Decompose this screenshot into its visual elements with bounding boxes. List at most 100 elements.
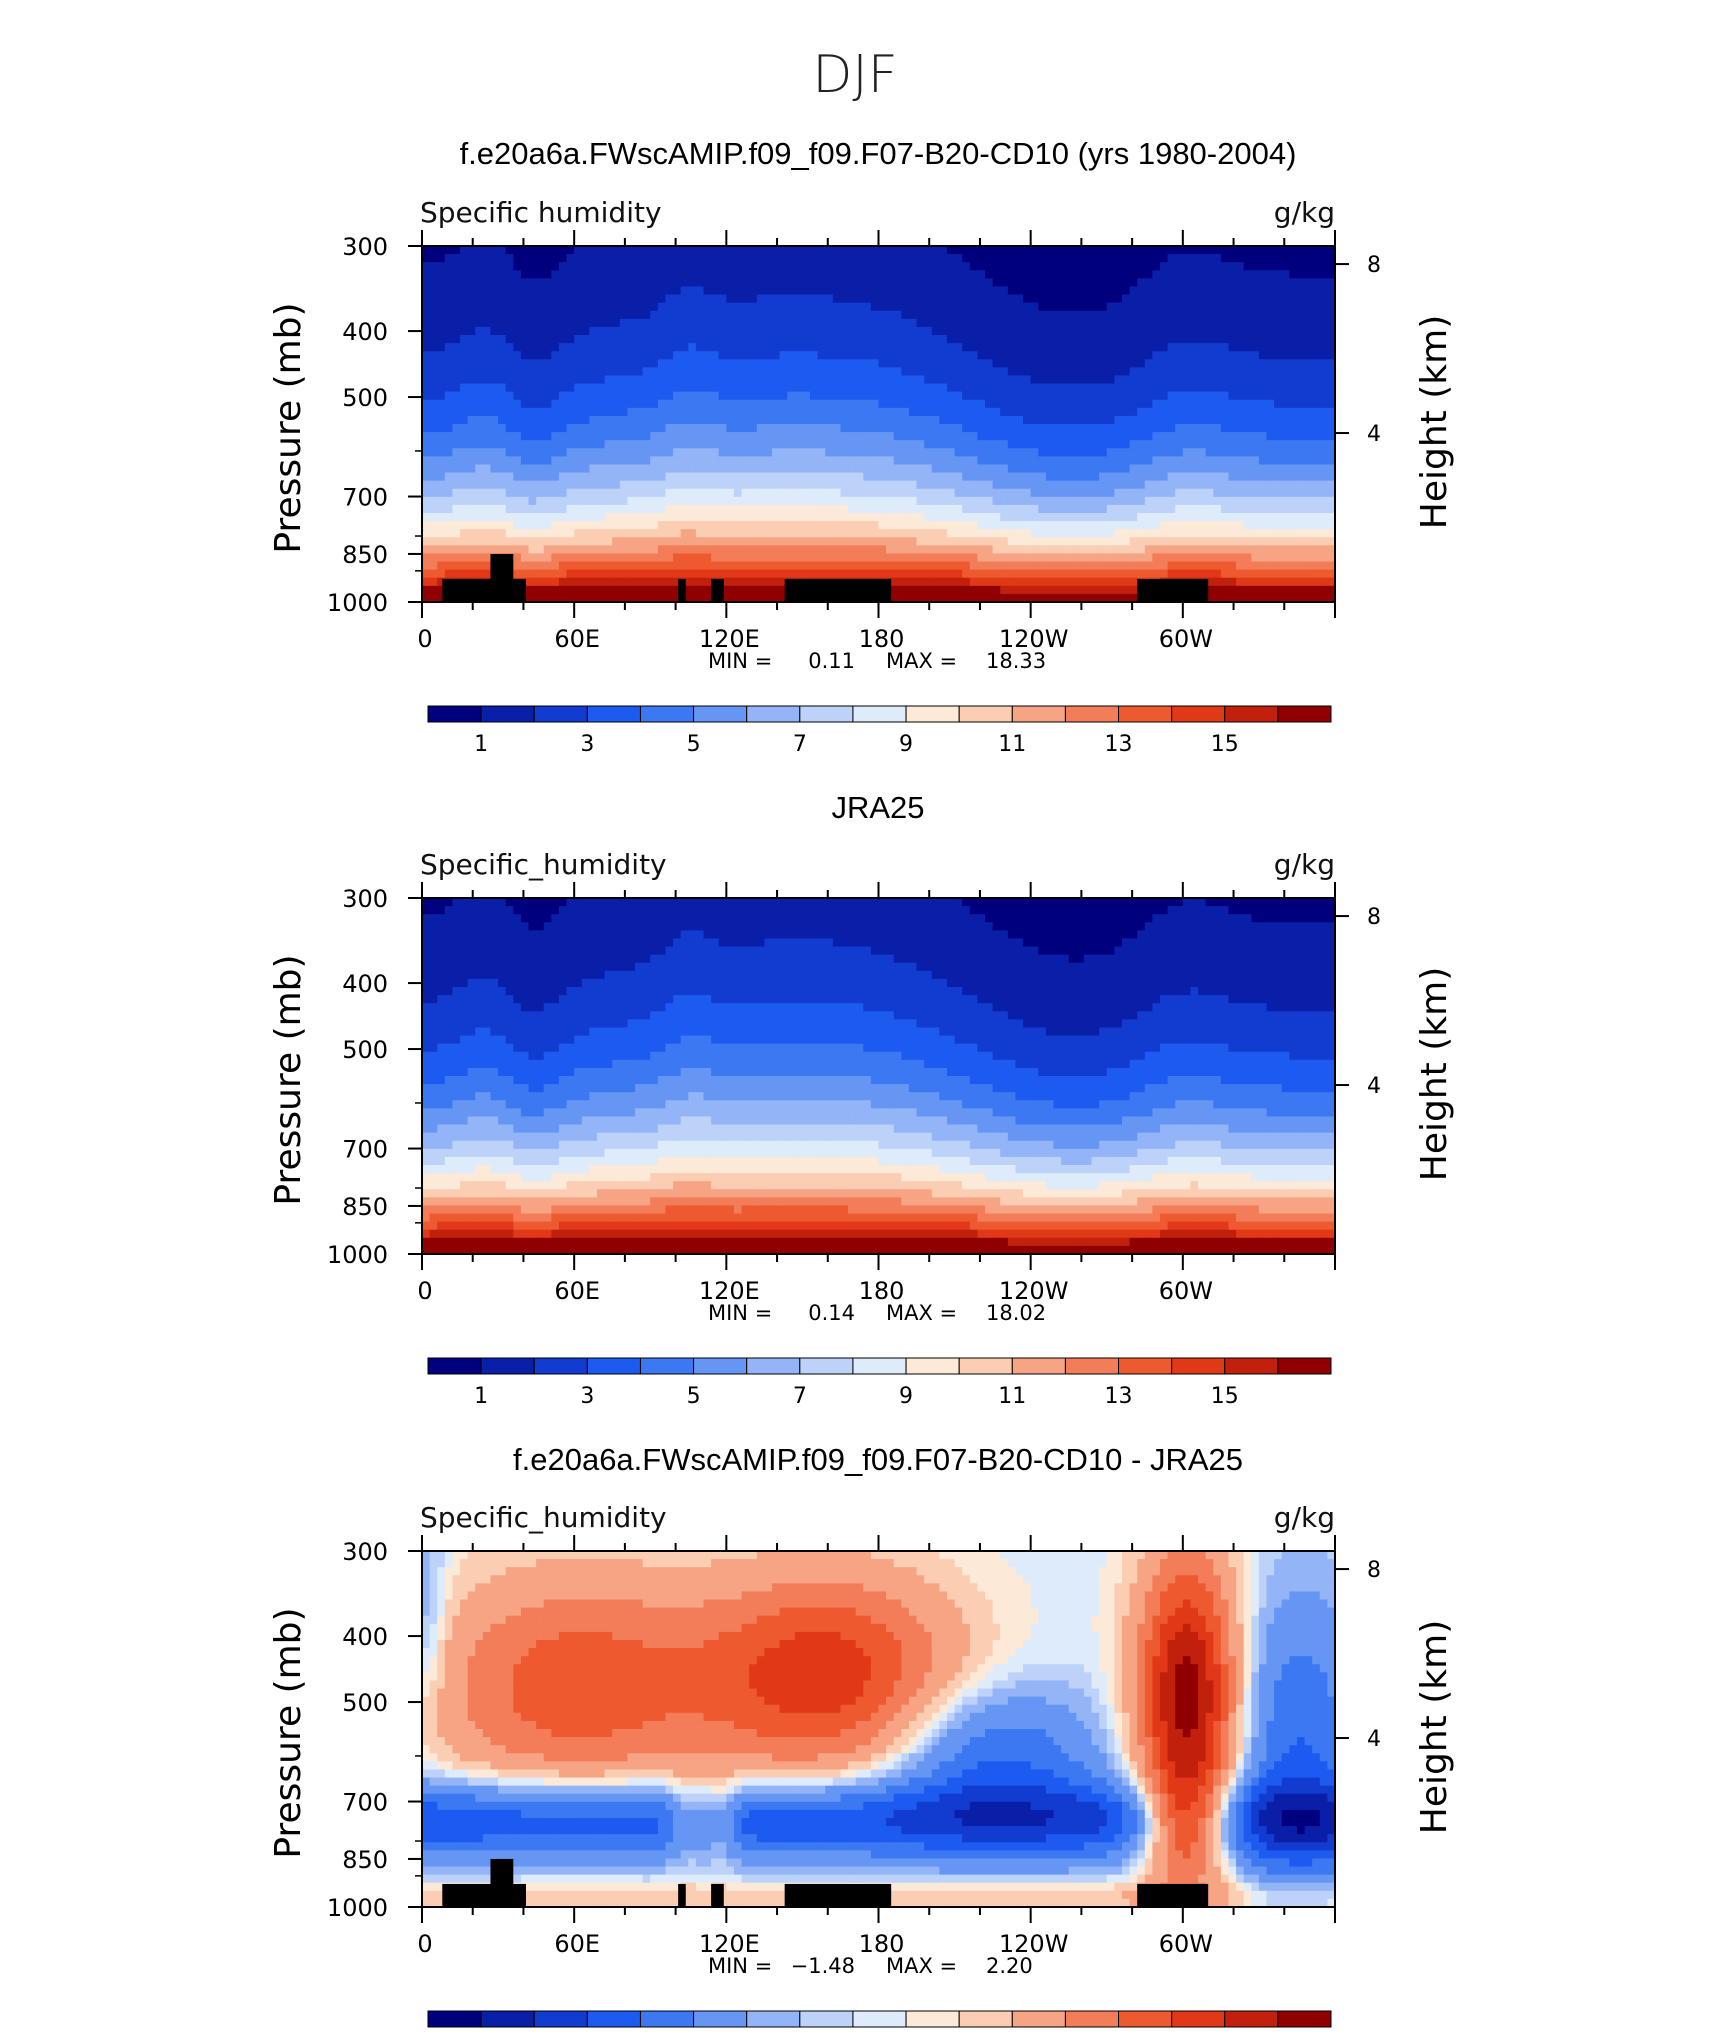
heatmap-cell: [566, 569, 575, 579]
heatmap-cell: [612, 343, 621, 352]
heatmap-cell: [946, 278, 956, 288]
heatmap-cell: [1000, 496, 1009, 506]
heatmap-cell: [741, 254, 750, 263]
heatmap-cell: [1137, 262, 1146, 271]
heatmap-cell: [498, 537, 507, 546]
heatmap-cell: [551, 472, 560, 482]
heatmap-cell: [475, 424, 484, 433]
heatmap-cell: [543, 286, 552, 296]
heatmap-cell: [962, 545, 971, 555]
heatmap-cell: [893, 553, 902, 563]
heatmap-cell: [817, 432, 826, 441]
heatmap-cell: [1038, 399, 1047, 409]
heatmap-cell: [1000, 480, 1009, 490]
heatmap-cell: [1281, 456, 1290, 466]
heatmap-cell: [635, 440, 644, 449]
heatmap-cell: [825, 432, 834, 441]
heatmap-cell: [475, 472, 484, 482]
heatmap-cell: [741, 270, 750, 279]
heatmap-cell: [1144, 432, 1153, 441]
heatmap-cell: [726, 367, 735, 377]
heatmap-cell: [422, 529, 431, 538]
heatmap-cell: [1296, 529, 1306, 538]
heatmap-cell: [1030, 278, 1039, 288]
heatmap-cell: [1319, 407, 1328, 417]
heatmap-cell: [1152, 286, 1161, 296]
heatmap-cell: [764, 302, 773, 312]
heatmap-cell: [1258, 326, 1268, 336]
heatmap-cell: [513, 513, 522, 522]
heatmap-cell: [726, 545, 735, 555]
heatmap-cell: [794, 496, 804, 506]
heatmap-cell: [901, 318, 910, 328]
heatmap-cell: [1144, 537, 1153, 546]
heatmap-cell: [1099, 310, 1108, 320]
heatmap-cell: [520, 351, 530, 360]
heatmap-cell: [802, 553, 811, 563]
heatmap-cell: [1030, 480, 1039, 490]
heatmap-cell: [924, 415, 933, 425]
heatmap-cell: [946, 302, 956, 312]
heatmap-cell: [916, 537, 925, 546]
heatmap-cell: [810, 359, 819, 368]
heatmap-cell: [1281, 391, 1290, 401]
heatmap-cell: [551, 318, 560, 328]
heatmap-cell: [1091, 537, 1100, 546]
heatmap-cell: [749, 246, 758, 255]
heatmap-cell: [1319, 270, 1328, 279]
heatmap-cell: [908, 480, 918, 490]
heatmap-cell: [657, 310, 667, 320]
heatmap-cell: [520, 521, 530, 530]
heatmap-cell: [1091, 488, 1100, 498]
heatmap-cell: [475, 326, 484, 336]
heatmap-cell: [1053, 254, 1062, 263]
heatmap-cell: [1061, 529, 1070, 538]
heatmap-cell: [437, 262, 446, 271]
heatmap-cell: [490, 545, 499, 555]
heatmap-cell: [718, 407, 727, 417]
heatmap-cell: [977, 504, 986, 514]
heatmap-cell: [1304, 472, 1313, 482]
heatmap-cell: [589, 302, 598, 312]
heatmap-cell: [1160, 480, 1169, 490]
heatmap-cell: [1083, 529, 1093, 538]
heatmap-cell: [1160, 246, 1169, 255]
heatmap-cell: [665, 407, 674, 417]
heatmap-cell: [673, 569, 682, 579]
heatmap-cell: [1251, 286, 1260, 296]
heatmap-cell: [574, 326, 583, 336]
heatmap-cell: [680, 359, 689, 368]
heatmap-cell: [505, 343, 514, 352]
heatmap-cell: [756, 318, 765, 328]
heatmap-cell: [1296, 262, 1306, 271]
heatmap-cell: [513, 432, 522, 441]
heatmap-cell: [1190, 351, 1199, 360]
heatmap-cell: [543, 496, 552, 506]
heatmap-cell: [1007, 270, 1017, 279]
heatmap-cell: [764, 359, 773, 368]
heatmap-cell: [817, 375, 826, 385]
heatmap-cell: [771, 488, 781, 498]
heatmap-cell: [1152, 561, 1161, 571]
heatmap-cell: [604, 569, 613, 579]
heatmap-cell: [954, 424, 963, 433]
heatmap-cell: [452, 351, 461, 360]
heatmap-cell: [1220, 545, 1230, 555]
heatmap-cell: [612, 480, 621, 490]
heatmap-cell: [870, 335, 880, 344]
heatmap-cell: [764, 472, 773, 482]
heatmap-cell: [673, 577, 682, 587]
heatmap-cell: [482, 480, 492, 490]
heatmap-cell: [612, 286, 621, 296]
heatmap-cell: [985, 553, 994, 563]
heatmap-cell: [832, 504, 842, 514]
heatmap-cell: [520, 302, 530, 312]
heatmap-cell: [855, 440, 864, 449]
heatmap-cell: [848, 262, 857, 271]
heatmap-cell: [1114, 504, 1123, 514]
heatmap-cell: [924, 545, 933, 555]
heatmap-cell: [1121, 343, 1131, 352]
heatmap-cell: [1160, 569, 1169, 579]
heatmap-cell: [1228, 399, 1237, 409]
heatmap-cell: [794, 504, 804, 514]
